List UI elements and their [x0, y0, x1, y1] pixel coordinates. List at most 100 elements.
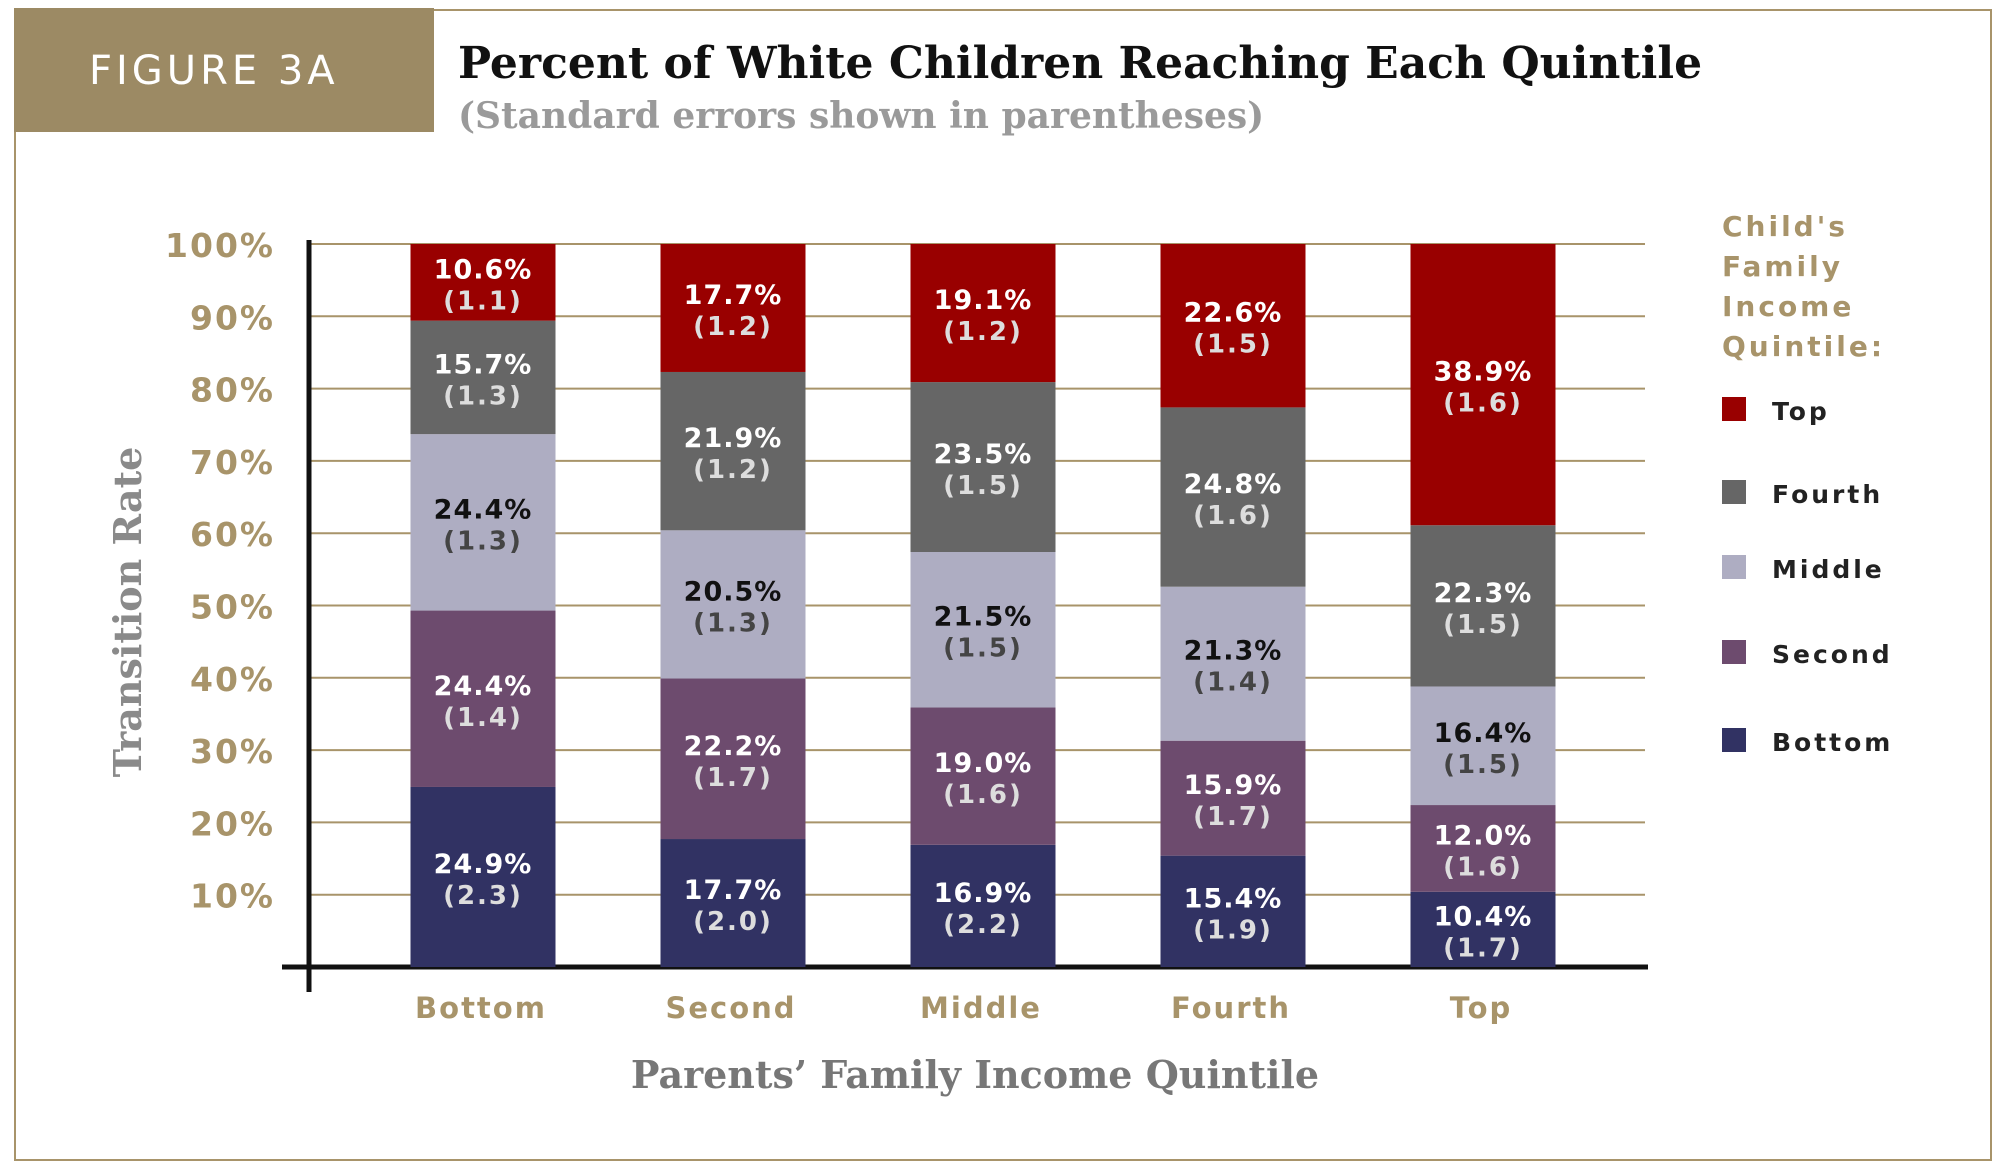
y-tick-label: 70%: [190, 443, 275, 482]
y-tick-label: 30%: [190, 732, 275, 771]
legend-title: Family: [1722, 250, 1843, 283]
data-label-value: 10.4%: [1434, 901, 1533, 932]
bar-segment-middle-top: [910, 244, 1056, 383]
legend-label-second: Second: [1772, 640, 1893, 669]
legend-label-fourth: Fourth: [1772, 480, 1883, 509]
bar-segment-bottom-bottom: [410, 786, 556, 967]
data-label-value: 15.4%: [1184, 883, 1283, 914]
data-label-error: (2.0): [693, 907, 773, 937]
data-label-value: 17.7%: [684, 280, 783, 311]
bar-segment-top-second: [1410, 805, 1556, 892]
data-label-error: (1.7): [693, 763, 773, 793]
data-label-error: (1.6): [943, 780, 1023, 810]
data-label-error: (1.5): [1193, 330, 1273, 360]
data-label-value: 12.0%: [1434, 820, 1533, 851]
bar-segment-bottom-middle: [410, 434, 556, 611]
bar-segment-fourth-top: [1160, 244, 1306, 408]
bar-segment-fourth-bottom: [1160, 855, 1306, 967]
data-label-error: (1.6): [1443, 852, 1523, 882]
data-label-value: 24.4%: [434, 494, 533, 525]
data-label-error: (1.5): [943, 471, 1023, 501]
y-axis-label: Transition Rate: [105, 447, 150, 778]
bar-segment-bottom-top: [410, 244, 556, 321]
figure-label: FIGURE 3A: [89, 48, 339, 94]
y-tick-label: 20%: [190, 804, 275, 843]
data-label-error: (1.2): [693, 455, 773, 485]
bar-segment-middle-fourth: [910, 382, 1056, 552]
bar-segment-second-fourth: [660, 371, 806, 531]
bar-segment-top-middle: [1410, 686, 1556, 806]
legend-swatch-top: [1722, 397, 1746, 421]
data-label-error: (2.3): [443, 881, 523, 911]
data-label-error: (1.7): [1193, 802, 1273, 832]
data-label-error: (1.6): [1193, 501, 1273, 531]
legend-swatch-bottom: [1722, 728, 1746, 752]
legend-label-bottom: Bottom: [1772, 728, 1893, 757]
y-tick-label: 50%: [190, 588, 275, 627]
x-tick-label: Top: [1450, 991, 1513, 1025]
figure-frame: [14, 9, 1992, 1161]
figure-label-box: FIGURE 3A: [14, 8, 434, 132]
data-label-error: (1.3): [693, 608, 773, 638]
data-label-error: (1.9): [1193, 915, 1273, 945]
y-tick-label: 90%: [190, 298, 275, 337]
data-label-error: (1.1): [443, 286, 523, 316]
bar-segment-top-fourth: [1410, 525, 1556, 687]
data-label-error: (1.7): [1443, 933, 1523, 963]
legend-title: Income: [1722, 290, 1854, 323]
x-axis-label: Parents’ Family Income Quintile: [631, 1052, 1319, 1097]
data-label-value: 24.4%: [434, 671, 533, 702]
data-label-value: 16.4%: [1434, 718, 1533, 749]
data-label-error: (1.2): [693, 312, 773, 342]
bar-segment-fourth-second: [1160, 740, 1306, 856]
data-label-error: (1.5): [1443, 750, 1523, 780]
bar-segment-second-bottom: [660, 839, 806, 967]
x-tick-label: Bottom: [415, 991, 547, 1025]
data-label-error: (1.6): [1443, 389, 1523, 419]
x-tick-label: Fourth: [1171, 991, 1291, 1025]
data-label-error: (1.2): [943, 317, 1023, 347]
data-label-value: 21.5%: [934, 602, 1033, 633]
bar-segment-middle-second: [910, 707, 1056, 845]
x-tick-label: Middle: [920, 991, 1042, 1025]
x-tick-label: Second: [665, 991, 796, 1025]
data-label-value: 19.0%: [934, 748, 1033, 779]
data-label-error: (1.3): [443, 381, 523, 411]
data-label-value: 20.5%: [684, 576, 783, 607]
y-tick-label: 100%: [165, 226, 275, 265]
data-label-error: (1.5): [943, 634, 1023, 664]
data-label-value: 16.9%: [934, 878, 1033, 909]
chart-title: Percent of White Children Reaching Each …: [458, 38, 1703, 89]
data-label-value: 21.3%: [1184, 636, 1283, 667]
bar-segment-second-top: [660, 244, 806, 372]
bar-segment-fourth-fourth: [1160, 407, 1306, 587]
data-label-value: 21.9%: [684, 423, 783, 454]
bar-segment-top-top: [1410, 244, 1556, 526]
bar-segment-bottom-fourth: [410, 320, 556, 435]
data-label-value: 15.7%: [434, 349, 533, 380]
data-label-error: (1.4): [443, 703, 523, 733]
legend-swatch-fourth: [1722, 480, 1746, 504]
legend-title: Quintile:: [1722, 330, 1885, 363]
legend-title: Child's: [1722, 210, 1848, 243]
data-label-value: 15.9%: [1184, 770, 1283, 801]
y-tick-label: 80%: [190, 371, 275, 410]
bar-segment-second-middle: [660, 530, 806, 679]
bar-segment-second-second: [660, 678, 806, 840]
data-label-value: 22.6%: [1184, 298, 1283, 329]
legend-swatch-second: [1722, 640, 1746, 664]
data-label-error: (1.5): [1443, 610, 1523, 640]
y-tick-label: 40%: [190, 660, 275, 699]
legend-label-middle: Middle: [1772, 555, 1885, 584]
data-label-error: (2.2): [943, 910, 1023, 940]
data-label-value: 22.3%: [1434, 578, 1533, 609]
bar-segment-fourth-middle: [1160, 586, 1306, 741]
chart-subtitle: (Standard errors shown in parentheses): [458, 95, 1265, 137]
data-label-value: 23.5%: [934, 439, 1033, 470]
data-label-value: 24.9%: [434, 849, 533, 880]
legend-label-top: Top: [1772, 397, 1830, 426]
bar-segment-middle-bottom: [910, 844, 1056, 967]
data-label-value: 24.8%: [1184, 469, 1283, 500]
data-label-value: 38.9%: [1434, 357, 1533, 388]
